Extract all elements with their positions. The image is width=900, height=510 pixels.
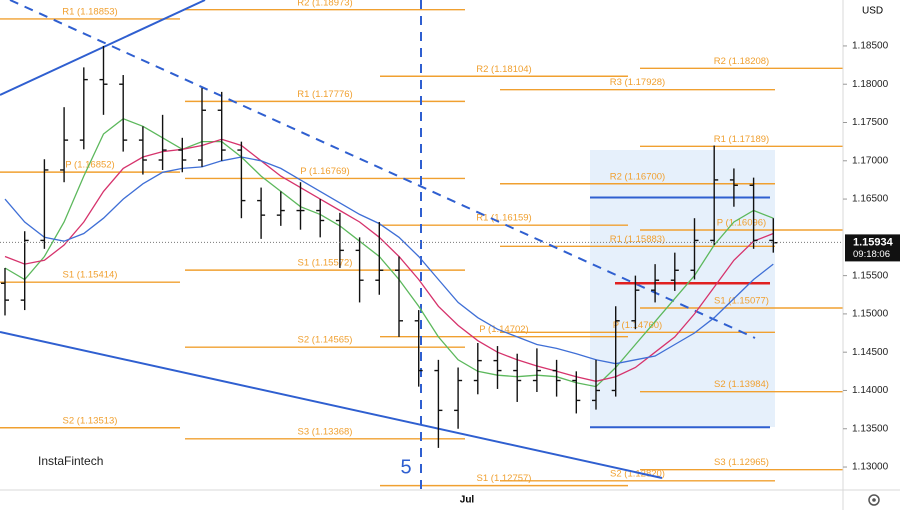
settings-icon[interactable] bbox=[868, 494, 880, 506]
pivot-label: R1 (1.16159) bbox=[476, 213, 531, 224]
y-tick-label: 1.14000 bbox=[852, 385, 889, 396]
pivot-label: R2 (1.18208) bbox=[714, 56, 769, 67]
pivot-label: R1 (1.17189) bbox=[714, 134, 769, 145]
y-tick-label: 1.17500 bbox=[852, 117, 889, 128]
x-tick-label: Jul bbox=[460, 495, 475, 506]
pivot-label: R1 (1.18853) bbox=[62, 6, 117, 17]
pivot-label: S3 (1.12965) bbox=[714, 457, 769, 468]
moving-average bbox=[4, 156, 774, 365]
y-tick-label: 1.13500 bbox=[852, 423, 889, 434]
pivot-label: P (1.16769) bbox=[300, 166, 349, 177]
pivot-label: P (1.16096) bbox=[717, 218, 766, 229]
pivot-label: S2 (1.13984) bbox=[714, 379, 769, 390]
y-tick-label: 1.17000 bbox=[852, 155, 889, 166]
price-axis: 1.18500 1.18000 1.17500 1.17000 1.16500 1.155… bbox=[843, 41, 900, 473]
y-tick-label: 1.15500 bbox=[852, 270, 889, 281]
pivot-label: R1 (1.17776) bbox=[297, 89, 352, 100]
y-tick-label: 1.16500 bbox=[852, 194, 889, 205]
pivot-label: R2 (1.16700) bbox=[610, 171, 665, 182]
y-tick-label: 1.18000 bbox=[852, 79, 889, 90]
pivot-label: R2 (1.18973) bbox=[297, 0, 352, 8]
watermark: InstaFintech bbox=[38, 454, 103, 468]
y-tick-label: 1.18500 bbox=[852, 41, 889, 52]
y-tick-label: 1.15000 bbox=[852, 309, 889, 320]
pivot-label: S1 (1.15077) bbox=[714, 296, 769, 307]
currency: USD bbox=[862, 6, 883, 17]
pivot-label: P (1.14760) bbox=[613, 320, 662, 331]
pivot-label: R1 (1.15883) bbox=[610, 234, 665, 245]
trend-line bbox=[9, 0, 756, 339]
pivot-label: S2 (1.14565) bbox=[298, 335, 353, 346]
moving-average bbox=[4, 117, 774, 388]
pivot-label: R2 (1.18104) bbox=[476, 64, 531, 75]
last-price: 1.15934 bbox=[853, 236, 894, 248]
y-tick-label: 1.14500 bbox=[852, 347, 889, 358]
y-tick-label: 1.13000 bbox=[852, 462, 889, 473]
pivot-label: P (1.16852) bbox=[65, 160, 114, 171]
pivot-label: S1 (1.12757) bbox=[477, 473, 532, 484]
pivot-label: S3 (1.13368) bbox=[298, 426, 353, 437]
last-price-box bbox=[845, 234, 900, 262]
trend-line bbox=[0, 331, 663, 479]
annotation: 5 bbox=[400, 456, 411, 478]
pivot-label: S1 (1.15572) bbox=[298, 258, 353, 269]
pivot-label: S2 (1.13513) bbox=[63, 415, 118, 426]
price-data bbox=[0, 45, 843, 448]
pivot-label: S2 (1.12820) bbox=[610, 468, 665, 479]
countdown: 09:18:06 bbox=[853, 249, 890, 260]
moving-average bbox=[4, 138, 774, 382]
levels: R1 (1.18853) R2 (1.18973) R2 (1.18104) R1 (… bbox=[0, 0, 843, 487]
pivot-label: R3 (1.17928) bbox=[610, 77, 665, 88]
trend-line bbox=[0, 0, 206, 96]
pivot-label: S1 (1.15414) bbox=[63, 270, 118, 281]
pivot-label: P (1.14702) bbox=[479, 324, 528, 335]
watermark-bg bbox=[30, 448, 110, 476]
